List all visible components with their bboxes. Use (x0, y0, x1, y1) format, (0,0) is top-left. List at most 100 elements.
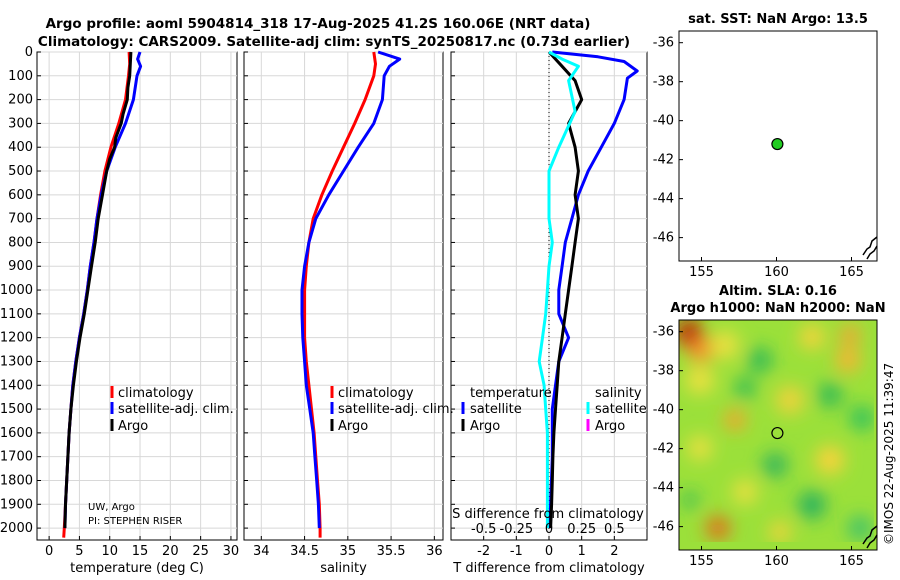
legend-title-salinity: salinity (595, 386, 642, 401)
y-tick-label: 1900 (0, 497, 33, 512)
heatmap-cell (725, 410, 745, 430)
heatmap-field (679, 320, 874, 542)
x-tick-label: 155 (689, 554, 714, 569)
y-tick-label: -36 (653, 325, 674, 340)
x-tick-label: 36 (426, 544, 443, 559)
map-frame (678, 30, 878, 262)
x-tick-label: 10 (101, 544, 118, 559)
heatmap-cell (800, 325, 824, 349)
heatmap-cell (840, 325, 860, 345)
x-tick-label: 165 (839, 265, 864, 280)
heatmap-cell (816, 446, 844, 474)
s-diff-axis-title: S difference from climatology (452, 507, 644, 522)
figure-title-line2: Climatology: CARS2009. Satellite-adj cli… (38, 34, 630, 50)
heatmap-cell (682, 492, 698, 508)
y-tick-label: 1500 (0, 402, 33, 417)
x-tick-label: 0 (45, 544, 53, 559)
heatmap-cell (836, 348, 860, 372)
heatmap-cell (798, 491, 826, 519)
sla-heatmap (679, 320, 877, 550)
argo-position-marker (771, 426, 784, 440)
plot-frame (36, 51, 238, 541)
x-tick-label: 155 (689, 265, 714, 280)
y-tick-label: 1200 (0, 331, 33, 346)
legend-label-t-argo: Argo (470, 419, 500, 434)
legend-label-s-argo: Argo (595, 419, 625, 434)
y-tick-label: 1100 (0, 307, 33, 322)
heatmap-cell (850, 406, 874, 430)
y-tick-label: 800 (8, 235, 33, 250)
y-tick-label: -40 (653, 403, 674, 418)
sla-map-title: Altim. SLA: 0.16 (719, 284, 837, 299)
temperature-legend: climatology satellite-adj. clim. Argo (110, 386, 234, 434)
heatmap-cell (706, 516, 730, 540)
y-tick-label: -46 (653, 231, 674, 246)
x-tick-label: 34 (253, 544, 270, 559)
y-tick-label: 100 (8, 69, 33, 84)
heatmap-cell (770, 522, 790, 542)
difference-panel: -2 -1 0 1 2 T difference from climatology (450, 50, 648, 576)
x-axis-label: T difference from climatology (452, 561, 645, 576)
difference-legend: temperature satellite Argo salinity sate… (461, 386, 647, 434)
legend-label-climatology: climatology (338, 386, 414, 401)
sla-map: 155 160 165 -36 -38 -40 -42 -44 -46 (653, 319, 878, 569)
heatmap-cell (748, 348, 772, 372)
legend-label-s-satellite: satellite (595, 402, 647, 417)
x-axis-label: temperature (deg C) (70, 561, 204, 576)
sst-map-title: sat. SST: NaN Argo: 13.5 (688, 12, 868, 27)
heatmap-cell (763, 453, 787, 477)
y-tick-label: 1800 (0, 473, 33, 488)
sla-map-subtitle: Argo h1000: NaN h2000: NaN (670, 301, 885, 316)
heatmap-cell (735, 378, 755, 398)
heatmap-cell (818, 383, 842, 407)
x-tick-label: 35 (340, 544, 357, 559)
y-tick-label: -44 (653, 481, 674, 496)
x-tick-label: 15 (132, 544, 149, 559)
y-tick-label: -38 (653, 75, 674, 90)
heatmap-cell (711, 331, 739, 359)
legend-label-t-satellite: satellite (470, 402, 522, 417)
x-tick-label: 165 (839, 554, 864, 569)
x-tick-label: 34.5 (290, 544, 319, 559)
s-diff-tick-label: -0.25 (500, 522, 534, 537)
y-tick-label: -46 (653, 520, 674, 535)
x-tick-label: 30 (223, 544, 240, 559)
legend-label-argo: Argo (118, 419, 148, 434)
s-diff-tick-label: -0.5 (471, 522, 496, 537)
x-tick-label: 2 (610, 544, 618, 559)
y-tick-label: 200 (8, 93, 33, 108)
coastline (866, 245, 878, 260)
x-tick-label: 0 (545, 544, 553, 559)
series-line-s-satellite (537, 50, 580, 529)
y-tick-label: 1300 (0, 354, 33, 369)
y-tick-label: -38 (653, 364, 674, 379)
credit-line1: UW, Argo (88, 502, 135, 513)
coastline (866, 534, 878, 549)
heatmap-cell (686, 366, 714, 394)
x-axis-label: salinity (320, 561, 367, 576)
imos-watermark: ©IMOS 22-Aug-2025 11:39:47 (882, 363, 896, 545)
y-tick-label: 300 (8, 116, 33, 131)
heatmap-cell (848, 516, 872, 540)
series-line-satellite-adj-clim (300, 50, 402, 529)
legend-title-temperature: temperature (470, 386, 552, 401)
x-tick-label: 5 (75, 544, 83, 559)
s-diff-tick-labels: -0.5 -0.25 0 0.25 0.5 (471, 522, 625, 537)
salinity-panel: 34 34.5 35 35.5 36 salinity (243, 50, 444, 576)
map-frame (678, 319, 878, 551)
x-tick-label: -2 (477, 544, 490, 559)
series-line-argo (63, 51, 133, 529)
y-tick-label: 500 (8, 164, 33, 179)
y-tick-label: 1600 (0, 426, 33, 441)
temperature-panel: 0100200300400500600700800900100011001200… (0, 45, 239, 576)
x-tick-label: 160 (764, 554, 789, 569)
s-diff-tick-label: 0.5 (604, 522, 625, 537)
heatmap-cell (688, 338, 712, 362)
x-tick-label: 35.5 (377, 544, 406, 559)
sst-map: 155 160 165 -36 -38 -40 -42 -44 -46 (653, 30, 878, 280)
y-tick-label: 1700 (0, 450, 33, 465)
y-tick-label: 2000 (0, 521, 33, 536)
x-tick-label: 160 (764, 265, 789, 280)
y-tick-label: -42 (653, 153, 674, 168)
